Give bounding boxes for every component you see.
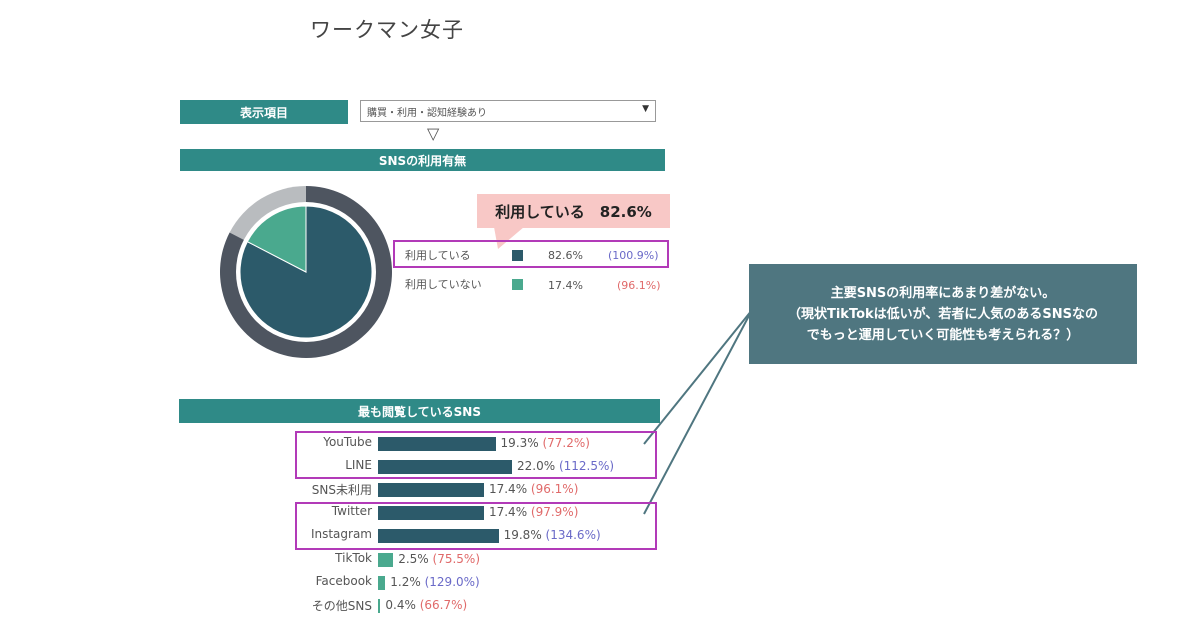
bar-index-value: (134.6%) [545, 528, 601, 543]
bar-category-label: TikTok [335, 550, 372, 565]
bar-value: 19.8% [503, 528, 546, 543]
bar-value-label: 19.8% (134.6%) [504, 528, 601, 542]
bar [378, 506, 484, 521]
pie-slice-not-using [246, 205, 307, 273]
bar-value: 19.3% [500, 436, 543, 450]
legend-value-not-using: 17.4% [548, 279, 583, 292]
bar-category-label: Instagram [310, 527, 372, 542]
filter-select[interactable]: 購買・利用・認知経験あり ▼ [360, 100, 656, 122]
bar-value: 0.4% [385, 597, 420, 612]
legend-swatch-not-using [512, 279, 523, 290]
bar-index-value: (129.0%) [424, 574, 480, 589]
bar-highlight-box-2 [295, 502, 657, 550]
bar-index-value: (97.9%) [530, 505, 579, 520]
bar-index-value: (66.7%) [419, 597, 468, 612]
note-line-2: （現状TikTokは低いが、若者に人気のあるSNSなの [787, 306, 1099, 322]
legend-value-using: 82.6% [548, 249, 583, 262]
bar [378, 483, 484, 498]
bar-value-label: 0.4% (66.7%) [385, 598, 467, 612]
bar-value-label: 22.0% (112.5%) [517, 459, 614, 473]
bar-category-label: Twitter [331, 504, 372, 519]
callout-using: 利用している 82.6% [477, 194, 670, 228]
legend-highlight-box [393, 240, 669, 268]
bar-value: 17.4% [488, 505, 531, 520]
bar [378, 529, 499, 544]
legend-index-using: (100.9%) [608, 249, 659, 262]
legend-swatch-using [512, 250, 523, 261]
bar-value: 17.4% [488, 482, 531, 497]
bar-category-label: その他SNS [311, 598, 372, 613]
filter-label: 表示項目 [180, 100, 348, 124]
pie-section-header: SNSの利用有無 [180, 149, 665, 171]
bar [378, 460, 512, 475]
legend-index-not-using: (96.1%) [617, 279, 661, 292]
bar-highlight-box-1 [295, 431, 657, 479]
bar-value-label: 19.3% (77.2%) [501, 436, 590, 450]
bar-index-value: (96.1%) [530, 482, 579, 497]
callout-pointer [494, 227, 524, 249]
bar-value-label: 2.5% (75.5%) [398, 552, 480, 566]
filter-selected-value: 購買・利用・認知経験あり [367, 107, 487, 119]
dropdown-arrow-icon[interactable]: ▼ [642, 104, 649, 114]
bar-section-header: 最も閲覧しているSNS [179, 399, 660, 423]
bar-category-label: LINE [345, 458, 372, 473]
legend-label-not-using: 利用していない [405, 278, 482, 291]
bar-value: 2.5% [398, 551, 433, 566]
bar [378, 437, 496, 451]
note-line-1: 主要SNSの利用率にあまり差がない。 [830, 285, 1056, 301]
bar-category-label: Facebook [315, 573, 372, 588]
down-triangle-icon: ▽ [427, 124, 440, 143]
bar [378, 598, 381, 613]
connector-line-top [643, 309, 753, 445]
bar-index-value: (77.2%) [542, 436, 590, 450]
bar-index-value: (75.5%) [432, 551, 481, 566]
bar-value-label: 17.4% (96.1%) [489, 482, 578, 496]
pie-chart [220, 186, 392, 358]
bar-category-label: SNS未利用 [311, 483, 372, 498]
bar-value: 22.0% [517, 459, 559, 474]
bar [378, 552, 394, 567]
bar-index-value: (112.5%) [558, 459, 615, 474]
bar-value: 1.2% [390, 574, 425, 589]
bar-value-label: 1.2% (129.0%) [390, 575, 479, 589]
bar [378, 575, 386, 590]
page-title: ワークマン女子 [310, 18, 464, 42]
annotation-note: 主要SNSの利用率にあまり差がない。 （現状TikTokは低いが、若者に人気のあ… [749, 264, 1137, 364]
connector-line-bottom [643, 309, 753, 515]
legend-label-using: 利用している [405, 249, 471, 262]
bar-value-label: 17.4% (97.9%) [489, 505, 578, 519]
bar-category-label: YouTube [323, 435, 372, 449]
note-line-3: でもっと運用していく可能性も考えられる？） [806, 327, 1080, 343]
